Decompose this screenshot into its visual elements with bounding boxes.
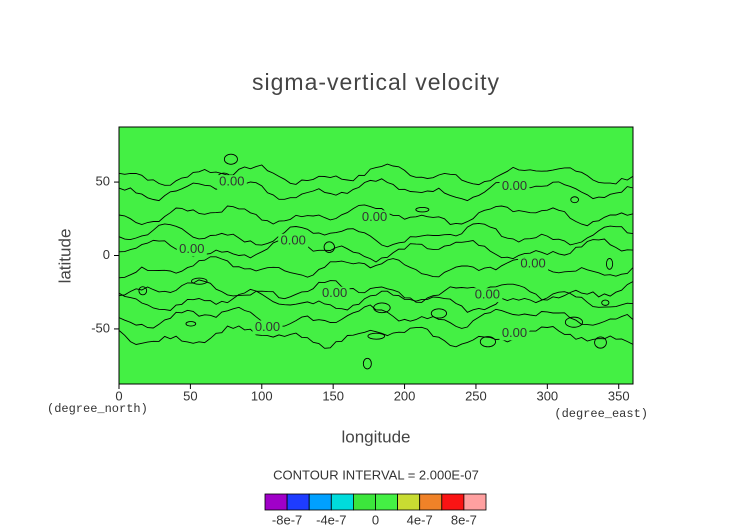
contour-line (118, 288, 634, 313)
colorbar-label: -8e-7 (272, 512, 302, 527)
contour-line (118, 304, 634, 329)
contour-label: 0.00 (362, 209, 387, 224)
contour-line (118, 279, 634, 303)
contour-label-bg (176, 242, 207, 257)
contour-line (118, 163, 634, 186)
contour-label: 0.00 (475, 287, 500, 302)
y-axis-label: latitude (55, 229, 74, 284)
colorbar-label: 0 (372, 512, 379, 527)
contour-label: 0.00 (219, 174, 244, 189)
contour-cell (430, 308, 448, 319)
colorbar-label: -4e-7 (316, 512, 346, 527)
contour-cell (191, 277, 208, 285)
colorbar-label: 8e-7 (451, 512, 477, 527)
contour-label: 0.00 (502, 178, 527, 193)
x-unit: (degree_east) (554, 407, 648, 421)
chart-title: sigma-vertical velocity (252, 69, 500, 95)
contour-label: 0.00 (281, 232, 306, 247)
contour-cell (570, 196, 579, 204)
x-tick-label: 300 (536, 388, 558, 403)
x-tick-label: 150 (322, 388, 344, 403)
contour-cell (373, 302, 391, 314)
colorbar-box (286, 493, 310, 511)
contour-label-bg (216, 175, 247, 190)
contour-label: 0.00 (502, 325, 527, 340)
contour-line (118, 204, 634, 227)
y-tick-label: 50 (96, 174, 110, 189)
contour-line (118, 325, 634, 349)
contour-label-bg (472, 288, 503, 303)
colorbar-box (352, 493, 376, 511)
contour-cell (564, 316, 583, 328)
contour-label-bg (359, 210, 390, 225)
y-tick-label: 0 (103, 247, 110, 262)
x-tick-label: 0 (115, 388, 122, 403)
contour-cell (594, 336, 607, 349)
contour-cell (367, 332, 386, 340)
contour-cell (601, 299, 610, 306)
contour-line (118, 222, 634, 248)
colorbar-label: 4e-7 (407, 512, 433, 527)
contour-cell (138, 286, 148, 296)
colorbar-box (330, 493, 354, 511)
colorbar-box (308, 493, 332, 511)
x-axis-label: longitude (341, 427, 410, 446)
contour-label-bg (252, 320, 283, 335)
contour-cell (415, 206, 430, 213)
contour-line (118, 178, 634, 202)
colorbar-box (463, 493, 487, 511)
x-tick-label: 200 (394, 388, 416, 403)
x-tick-label: 50 (183, 388, 197, 403)
contour-cell (362, 357, 372, 370)
x-tick-label: 350 (608, 388, 630, 403)
x-tick-label: 100 (251, 388, 273, 403)
colorbar-box (375, 493, 399, 511)
contour-label-bg (278, 233, 309, 248)
contour-cell (223, 153, 238, 165)
contour-cell (323, 241, 335, 253)
contour-label-bg (518, 257, 549, 272)
colorbar-box (264, 493, 288, 511)
contour-label: 0.00 (255, 319, 280, 334)
contour-cell (605, 258, 614, 270)
contour-label-bg (319, 286, 350, 301)
x-tick-label: 250 (465, 388, 487, 403)
contour-interval: CONTOUR INTERVAL = 2.000E-07 (273, 467, 479, 482)
contour-label: 0.00 (322, 285, 347, 300)
contour-label: 0.00 (520, 256, 545, 271)
y-unit: (degree_north) (47, 402, 148, 416)
contour-label-bg (499, 326, 530, 341)
contour-cell (185, 321, 197, 327)
contour-label-bg (499, 179, 530, 194)
contour-label: 0.00 (179, 241, 204, 256)
contour-cell (479, 336, 497, 348)
colorbar-box (397, 493, 421, 511)
colorbar-box (441, 493, 465, 511)
y-tick-label: -50 (91, 320, 110, 335)
colorbar-box (419, 493, 443, 511)
